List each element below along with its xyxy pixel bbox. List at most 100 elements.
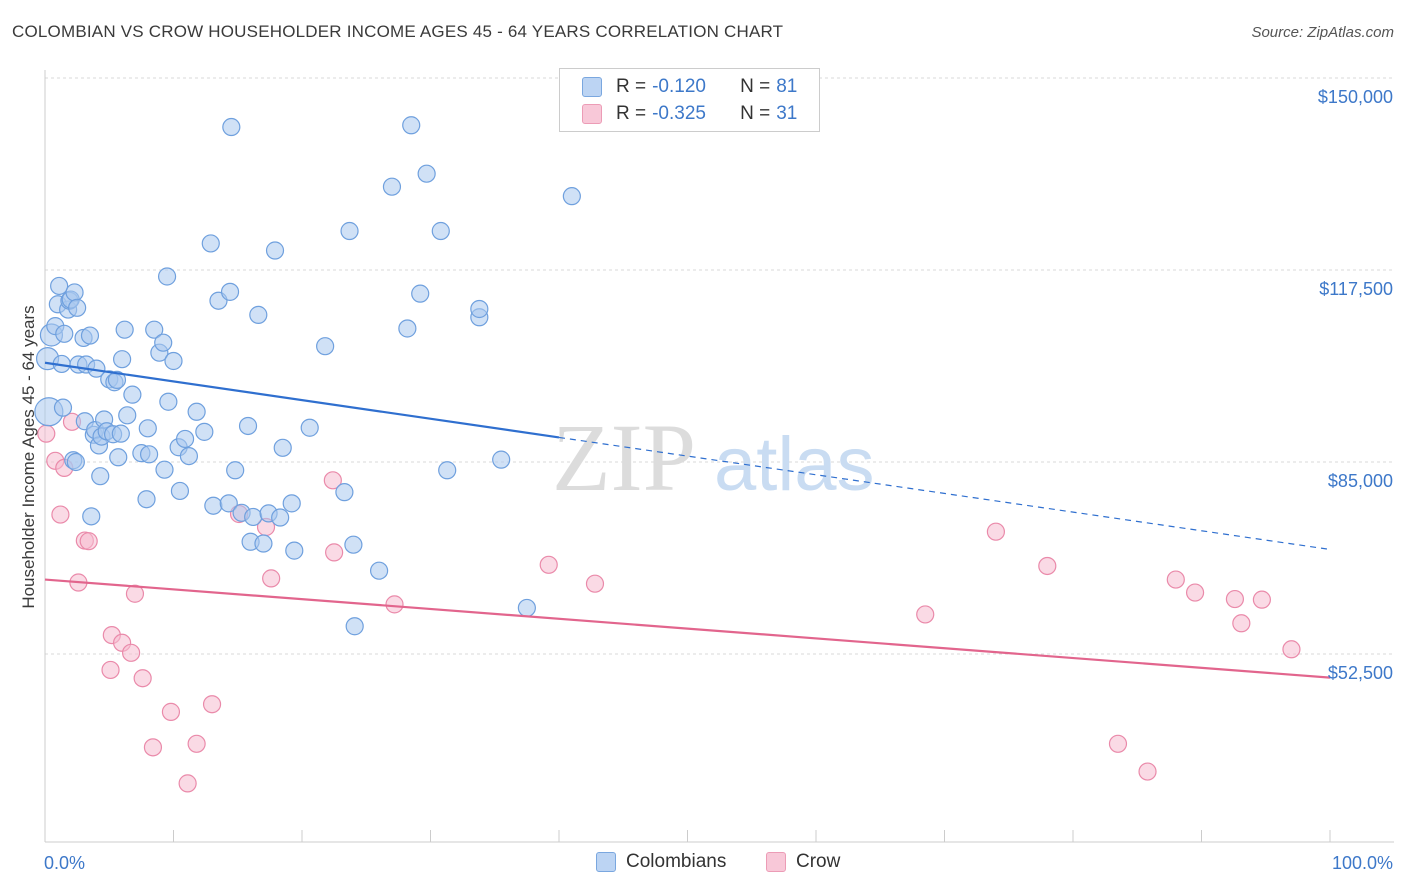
colombian-point: [492, 450, 511, 469]
colombian-point: [226, 461, 245, 480]
colombian-point: [145, 320, 164, 339]
grid-layer: [45, 77, 1394, 655]
colombian-point: [238, 416, 258, 436]
chart-title: COLOMBIAN VS CROW HOUSEHOLDER INCOME AGE…: [12, 22, 784, 41]
colombian-point: [154, 333, 173, 352]
crow-point: [187, 734, 206, 753]
colombian-point: [273, 438, 292, 457]
crow-point: [79, 532, 98, 551]
crow-point: [262, 569, 281, 588]
colombian-point: [402, 116, 421, 135]
colombian-point: [157, 267, 177, 286]
colombian-point: [300, 418, 319, 437]
colombian-point: [170, 481, 190, 501]
points-layer: [34, 116, 1301, 793]
bottom-legend-label-colombians: Colombians: [626, 851, 727, 872]
colombians-trend-line: [44, 361, 560, 439]
colombian-point: [244, 507, 263, 527]
crow-point: [1166, 570, 1185, 589]
colombian-point: [187, 402, 206, 421]
colombian-point: [335, 483, 354, 502]
colombian-point: [118, 406, 137, 425]
crow-point: [1108, 734, 1128, 753]
bottom-legend-crow[interactable]: Crow: [766, 851, 840, 873]
colombian-point: [265, 241, 285, 260]
colombian-point: [164, 351, 183, 371]
legend-r-value: -0.120: [652, 76, 706, 97]
colombian-point: [195, 422, 214, 441]
source-label: Source: ZipAtlas.com: [1251, 24, 1394, 41]
colombian-point: [398, 319, 417, 338]
colombian-point: [115, 320, 134, 339]
crow-point: [101, 660, 120, 680]
crow-point: [385, 595, 404, 614]
colombian-point: [220, 282, 240, 301]
colombian-point: [91, 467, 110, 486]
colombian-point: [316, 337, 335, 356]
crow-point: [325, 543, 344, 562]
colombian-point: [65, 283, 84, 302]
colombian-point: [159, 392, 178, 411]
bottom-legend-swatch-colombians: [596, 852, 616, 872]
crow-point: [585, 574, 605, 593]
crow-point: [1225, 589, 1245, 609]
colombian-point: [68, 298, 87, 317]
colombian-point: [112, 350, 132, 369]
colombian-point: [175, 429, 195, 449]
crow-point: [1232, 614, 1251, 633]
axis-layer: [44, 70, 1394, 843]
legend-r-label: R =: [616, 76, 647, 97]
crow-point: [539, 555, 558, 574]
colombian-point: [438, 461, 457, 480]
bottom-legend-swatch-crow: [766, 852, 786, 872]
colombian-point: [50, 276, 69, 296]
colombian-point: [254, 534, 273, 553]
colombian-point: [344, 535, 363, 554]
colombian-point: [107, 370, 127, 389]
legend-n-value: 81: [776, 76, 798, 97]
colombian-point: [285, 541, 304, 560]
colombian-point: [139, 445, 159, 464]
colombian-point: [138, 419, 157, 438]
legend-row-crow: R = -0.325 N = 31: [582, 101, 803, 127]
legend-swatch-crow: [582, 104, 602, 124]
colombian-point: [249, 305, 268, 324]
y-axis-label: Householder Income Ages 45 - 64 years: [19, 305, 38, 608]
colombian-point: [179, 446, 199, 466]
colombian-point: [53, 398, 73, 417]
colombian-point: [201, 234, 220, 253]
crow-point: [1185, 583, 1205, 602]
legend-r-label: R =: [616, 103, 647, 124]
y-tick-label: $150,000: [1318, 87, 1393, 107]
colombian-point: [431, 221, 450, 241]
y-tick-label: $117,500: [1319, 279, 1393, 299]
colombian-point: [340, 221, 359, 241]
stats-legend: R = -0.120 N = 81 R = -0.325 N = 31: [559, 68, 820, 132]
colombian-point: [382, 177, 402, 196]
crow-point: [51, 505, 70, 524]
crow-point: [121, 643, 141, 662]
crow-point: [202, 695, 222, 714]
crow-point: [143, 738, 163, 757]
colombian-point: [562, 187, 581, 206]
watermark-zip: ZIP: [552, 404, 696, 511]
crow-point: [1038, 556, 1057, 576]
colombian-point: [417, 164, 436, 183]
crow-point: [133, 669, 152, 688]
y-tick-label: $52,500: [1328, 663, 1393, 683]
bottom-legend-colombians[interactable]: Colombians: [596, 851, 726, 873]
colombian-point: [109, 448, 128, 467]
crow-point: [1252, 590, 1271, 609]
colombian-point: [82, 507, 101, 526]
crow-point: [37, 424, 56, 443]
colombian-point: [123, 385, 142, 404]
colombian-point: [137, 490, 156, 509]
colombian-point: [470, 299, 489, 319]
bottom-legend-label-crow: Crow: [796, 851, 841, 872]
legend-n-label: N =: [740, 103, 771, 124]
colombian-point: [80, 326, 100, 345]
trend-layer: [44, 361, 1331, 679]
colombian-point: [111, 424, 130, 443]
legend-swatch-colombians: [582, 77, 602, 97]
